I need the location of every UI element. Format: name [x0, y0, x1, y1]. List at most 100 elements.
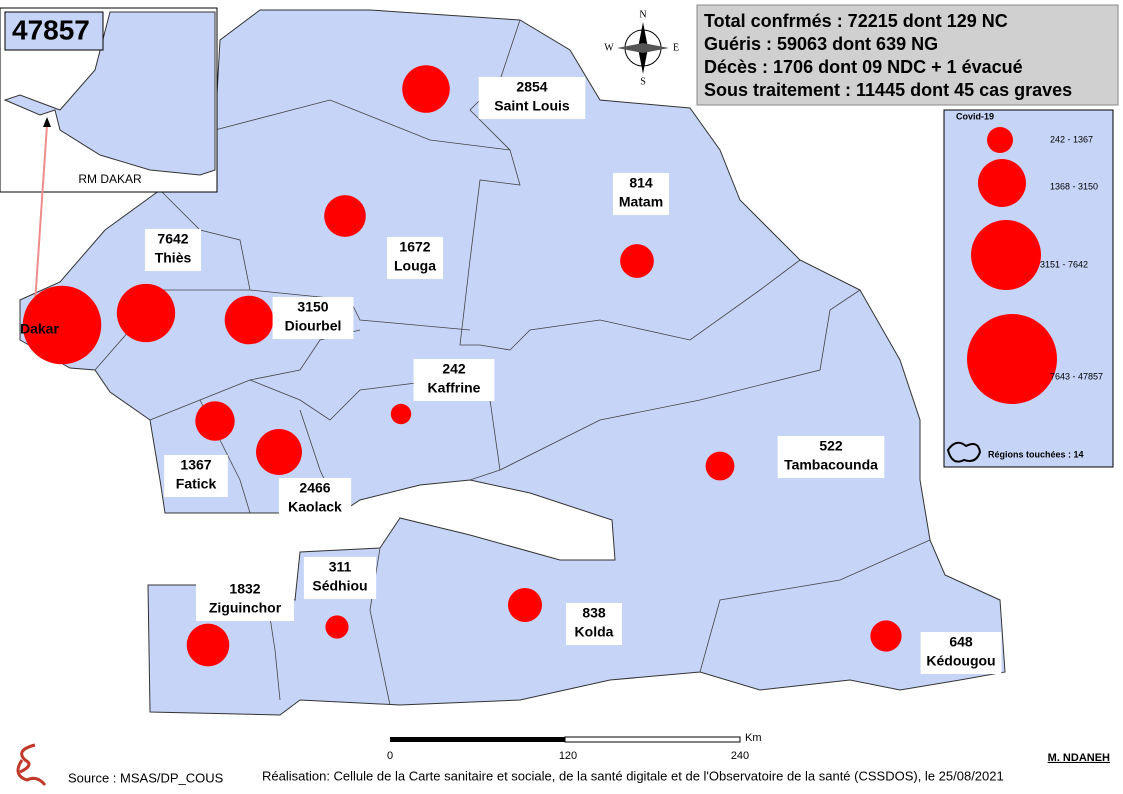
region-cases: 1367 — [180, 457, 211, 473]
senegal — [19, 9, 1006, 716]
region-cases: 3150 — [297, 299, 328, 315]
case-circle — [324, 195, 366, 237]
region-name: Tambacounda — [784, 457, 878, 473]
case-circle — [195, 401, 235, 441]
legend-symbol — [967, 314, 1057, 404]
legend-title: Covid-19 — [956, 111, 994, 121]
inset-value-box — [4, 11, 104, 51]
source: Source : MSAS/DP_COUS — [68, 770, 224, 785]
logo — [16, 743, 47, 786]
case-circle — [390, 403, 412, 425]
case-circle — [507, 587, 543, 623]
inset-arrow — [33, 124, 48, 319]
case-circle — [620, 244, 654, 278]
stat-line: Total confrmés : 72215 dont 129 NC — [704, 11, 1008, 31]
region-cases: 838 — [582, 605, 606, 621]
label-box — [278, 478, 352, 520]
region-name: Saint Louis — [494, 98, 570, 114]
region-border — [159, 189, 471, 331]
region-cases: 311 — [329, 559, 352, 575]
region-name: Kédougou — [926, 653, 995, 669]
region-name: Fatick — [176, 476, 217, 492]
scale-tick: 120 — [559, 750, 577, 762]
arrow-head — [43, 117, 51, 127]
region-border — [214, 99, 801, 351]
label-box — [272, 297, 354, 339]
scale-bar — [564, 736, 741, 743]
region-cases: 814 — [629, 175, 653, 191]
region-border — [249, 379, 501, 481]
label-box — [613, 173, 669, 215]
inset-value: 47857 — [12, 14, 90, 45]
region-name: Thiès — [155, 250, 192, 266]
case-circle — [705, 451, 735, 481]
compass: N W E S — [604, 9, 679, 87]
scale-tick: 240 — [731, 750, 749, 762]
region-name: Dakar — [20, 321, 59, 337]
region-name: Kaolack — [288, 499, 342, 515]
region-cases: 648 — [949, 634, 973, 650]
legend-box — [943, 109, 1114, 468]
region-name: Kaffrine — [428, 380, 481, 396]
case-circle — [870, 620, 902, 652]
compass-s: S — [640, 76, 646, 87]
legend-class: 7643 - 47857 — [1050, 371, 1103, 381]
case-circle — [256, 429, 302, 475]
legend-symbol — [971, 220, 1041, 290]
region-border — [369, 547, 391, 706]
scale-unit: Km — [745, 732, 762, 744]
label-box — [566, 603, 622, 645]
compass-n: N — [639, 9, 646, 20]
scale-tick: 0 — [387, 750, 393, 762]
region-cases: 2466 — [299, 480, 330, 496]
compass-w: W — [604, 42, 614, 53]
case-circle — [402, 65, 450, 113]
region-border — [699, 539, 931, 673]
region-cases: 2854 — [516, 79, 547, 95]
region-cases: 7642 — [157, 231, 188, 247]
case-circle — [325, 615, 349, 639]
region-name: Matam — [619, 194, 663, 210]
case-circle — [22, 285, 102, 365]
region-cases: 1672 — [399, 239, 430, 255]
stats-box — [696, 4, 1119, 106]
stat-line: Décès : 1706 dont 09 NDC + 1 évacué — [704, 57, 1023, 77]
label-box — [777, 436, 885, 478]
region-border — [499, 289, 861, 471]
region-name: Sédhiou — [312, 578, 367, 594]
label-box — [478, 77, 586, 119]
label-box — [413, 359, 495, 401]
case-circle — [186, 623, 230, 667]
legend-class: 3151 - 7642 — [1040, 259, 1088, 269]
region-cases: 242 — [442, 361, 466, 377]
legend-region-symbol — [946, 441, 982, 463]
case-circle — [224, 295, 274, 345]
label-box — [164, 455, 228, 497]
label-box — [920, 632, 1002, 674]
stat-line: Sous traitement : 11445 dont 45 cas grav… — [704, 80, 1072, 100]
region-cases: 1832 — [229, 581, 260, 597]
legend-symbol — [978, 159, 1026, 207]
label-box — [387, 237, 443, 279]
region-name: Louga — [394, 258, 436, 274]
region-name: Diourbel — [285, 318, 342, 334]
legend-class: 242 - 1367 — [1050, 134, 1093, 144]
legend-symbol — [987, 127, 1013, 153]
author: M. NDANEH — [1048, 752, 1110, 764]
stat-line: Guéris : 59063 dont 639 NG — [704, 34, 938, 54]
credit: Réalisation: Cellule de la Carte sanitai… — [262, 768, 1004, 783]
label-box — [303, 557, 377, 599]
label-box — [145, 229, 201, 271]
case-circle — [116, 283, 176, 343]
region-name: Ziguinchor — [209, 600, 282, 616]
inset-label: RM DAKAR — [78, 172, 142, 186]
legend-footer: Régions touchées : 14 — [988, 449, 1084, 459]
compass-e: E — [673, 42, 679, 53]
scale-bar — [390, 737, 565, 742]
region-cases: 522 — [819, 438, 843, 454]
region-name: Kolda — [575, 624, 614, 640]
legend-class: 1368 - 3150 — [1050, 181, 1098, 191]
inset-region — [3, 11, 216, 176]
label-box — [196, 579, 294, 621]
